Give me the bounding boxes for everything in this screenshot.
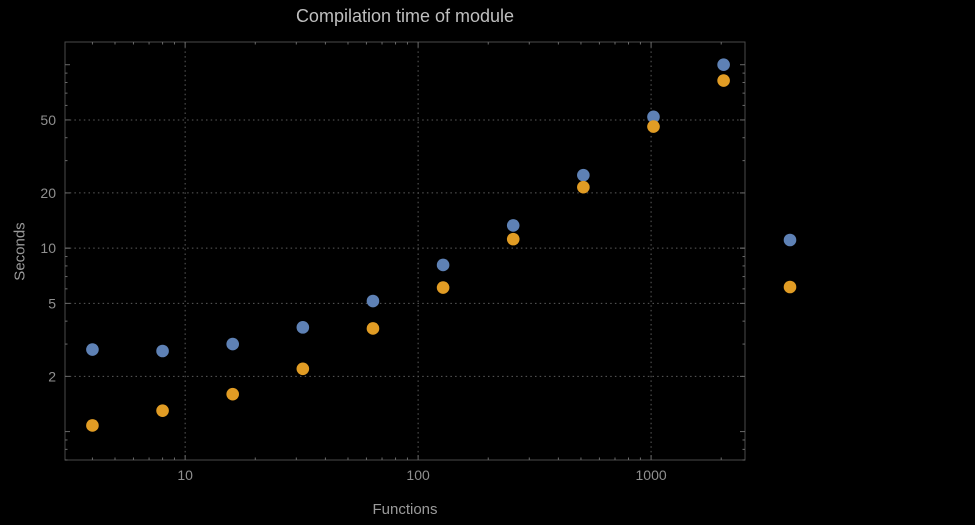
data-point-series-blue <box>366 294 380 308</box>
data-point-series-orange <box>647 120 660 133</box>
y-axis-label: Seconds <box>11 222 29 281</box>
legend-marker <box>783 280 797 294</box>
x-axis-label: Functions <box>372 501 438 518</box>
x-tick-label: 1000 <box>636 467 667 483</box>
x-tick-label: 100 <box>406 467 430 483</box>
y-tick-label: 20 <box>40 185 56 201</box>
y-tick-label: 50 <box>40 112 56 128</box>
data-point-series-blue <box>86 343 99 356</box>
x-tick-label: 10 <box>177 467 193 483</box>
data-point-series-orange <box>156 404 169 417</box>
data-point-series-blue <box>506 219 520 232</box>
data-point-series-orange <box>86 419 99 432</box>
data-point-series-blue <box>436 258 450 272</box>
data-point-series-orange <box>366 322 380 335</box>
data-point-series-orange <box>577 180 590 194</box>
data-point-series-blue <box>226 337 239 351</box>
y-tick-label: 5 <box>48 295 56 311</box>
plot-frame <box>64 41 746 461</box>
y-tick-label: 10 <box>40 240 56 256</box>
data-point-series-blue <box>717 58 730 72</box>
chart-title: Compilation time of module <box>295 6 515 26</box>
y-tick-label: 2 <box>48 368 56 384</box>
data-point-series-orange <box>506 232 520 246</box>
data-point-series-orange <box>296 362 310 376</box>
data-point-series-blue <box>296 321 310 334</box>
legend-marker <box>783 233 797 247</box>
data-point-series-orange <box>226 387 239 401</box>
data-point-series-blue <box>156 344 169 358</box>
data-point-series-blue <box>577 168 590 182</box>
data-point-series-orange <box>717 74 730 87</box>
data-point-series-blue <box>647 110 660 124</box>
data-point-series-orange <box>436 281 450 294</box>
